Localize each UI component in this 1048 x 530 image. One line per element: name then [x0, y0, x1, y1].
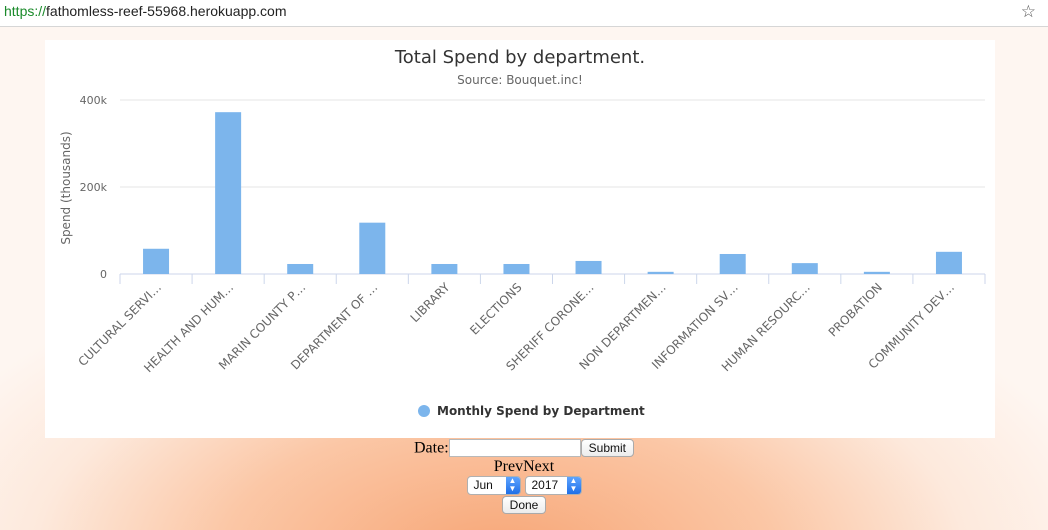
- submit-button[interactable]: Submit: [580, 439, 634, 458]
- y-tick-label: 200k: [80, 181, 108, 194]
- month-value: Jun: [473, 478, 493, 492]
- year-value: 2017: [531, 478, 559, 492]
- y-tick-label: 0: [100, 268, 107, 281]
- bar[interactable]: [359, 222, 386, 274]
- bar[interactable]: [647, 271, 674, 274]
- url-scheme: https://: [4, 3, 47, 19]
- bar[interactable]: [719, 253, 746, 274]
- y-tick-labels: 0 200k 400k: [80, 94, 108, 281]
- url-host: fathomless-reef-55968.herokuapp.com: [46, 3, 287, 19]
- chevron-up-down-icon: ▲ ▼: [566, 477, 581, 494]
- x-tick-label: ELECTIONS: [467, 280, 524, 337]
- legend-label[interactable]: Monthly Spend by Department: [437, 404, 645, 418]
- bar[interactable]: [575, 260, 602, 274]
- chart-container: Total Spend by department. Source: Bouqu…: [45, 40, 995, 438]
- bar[interactable]: [431, 263, 458, 274]
- url-text[interactable]: https://fathomless-reef-55968.herokuapp.…: [4, 3, 287, 19]
- bar[interactable]: [863, 271, 890, 274]
- month-select[interactable]: Jun ▲ ▼: [466, 476, 521, 495]
- bar-chart: Total Spend by department. Source: Bouqu…: [59, 47, 986, 418]
- address-bar[interactable]: https://fathomless-reef-55968.herokuapp.…: [0, 0, 1048, 27]
- bar[interactable]: [503, 263, 530, 274]
- year-select[interactable]: 2017 ▲ ▼: [524, 476, 582, 495]
- grid-lines: [120, 99, 985, 275]
- date-input[interactable]: [448, 439, 581, 458]
- date-label: Date:: [413, 439, 449, 457]
- chart-title: Total Spend by department.: [394, 47, 645, 68]
- legend[interactable]: Monthly Spend by Department: [418, 404, 645, 418]
- y-axis-label: Spend (thousands): [59, 131, 73, 244]
- next-link[interactable]: Next: [523, 458, 555, 475]
- bar[interactable]: [143, 248, 170, 274]
- star-icon[interactable]: ☆: [1020, 2, 1036, 22]
- x-tick-label: LIBRARY: [408, 280, 453, 325]
- bar[interactable]: [215, 112, 242, 275]
- chart-subtitle: Source: Bouquet.inc!: [457, 73, 583, 87]
- bar[interactable]: [287, 263, 314, 274]
- bar[interactable]: [791, 263, 818, 274]
- bars: [143, 112, 962, 275]
- legend-marker: [418, 405, 430, 417]
- x-tick-labels: CULTURAL SERVI…HEALTH AND HUM…MARIN COUN…: [75, 274, 986, 375]
- prev-link[interactable]: Prev: [493, 458, 524, 475]
- bar[interactable]: [935, 251, 962, 274]
- done-button[interactable]: Done: [501, 496, 547, 515]
- x-tick-label: PROBATION: [826, 280, 885, 339]
- chevron-up-down-icon: ▲ ▼: [505, 477, 520, 494]
- y-tick-label: 400k: [80, 94, 108, 107]
